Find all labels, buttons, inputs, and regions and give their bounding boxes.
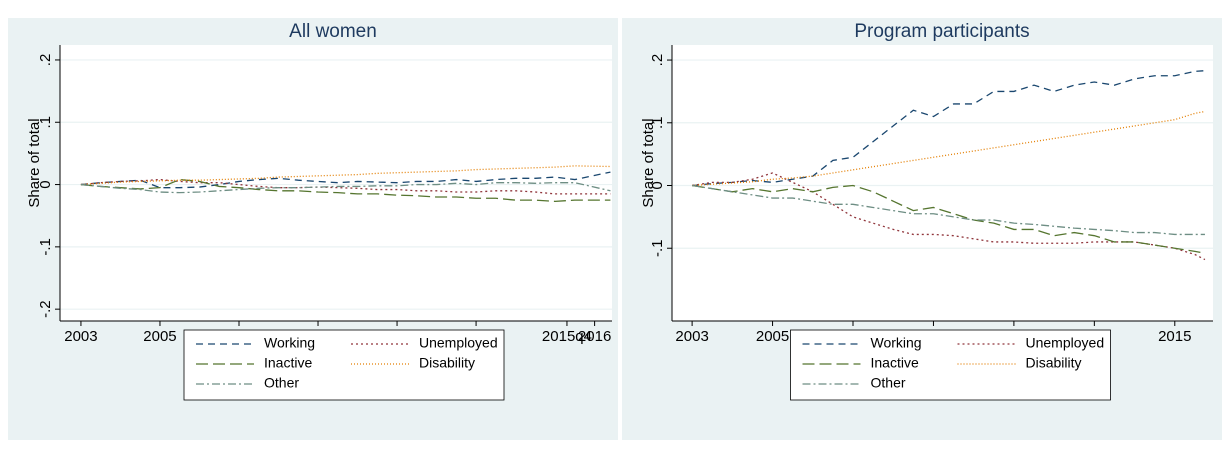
panel-title: Program participants [854,21,1029,42]
y-tick-label: .1 [37,116,54,129]
y-tick-label: .1 [649,117,666,130]
legend-label: Disability [419,355,475,371]
y-tick-label: 0 [37,180,54,188]
y-tick-label: 0 [649,181,666,189]
x-tick-label: 2005 [756,328,789,345]
y-tick-label: -.1 [37,238,54,256]
series-line [80,171,611,189]
legend-label: Disability [1026,355,1082,371]
legend-label: Inactive [264,355,312,371]
legend-label: Unemployed [419,335,498,351]
plot-area [672,45,1213,321]
panel: All women Share of total -.2 -.1 0 .1 .2 2003 20… [8,18,618,440]
y-tick-label: .2 [649,54,666,67]
series-line [692,70,1206,187]
series-line [692,184,1205,236]
series-line [80,178,611,203]
series-line [80,182,611,194]
series-line [692,184,1206,254]
legend-label: Working [871,335,922,351]
series-line [692,110,1206,187]
legend-label: Other [264,375,299,391]
x-tick-label: 2016 [578,328,611,345]
y-tick-label: -.2 [37,300,54,318]
x-tick-label: 2015q4 [542,328,592,345]
legend-label: Working [264,335,315,351]
legend-label: Other [871,375,906,391]
x-tick-label: 2005 [143,328,176,345]
y-tick-label: .2 [37,54,54,67]
legend-box [183,329,505,401]
legend-label: Inactive [871,355,919,371]
legend-label: Unemployed [1026,335,1105,351]
x-tick-label: 2003 [64,328,97,345]
panel-title: All women [289,21,377,42]
x-tick-label: 2015 [1158,328,1191,345]
y-axis-title: Share of total [640,118,657,207]
x-tick-label: 2003 [675,328,708,345]
panel: Program participants Share of total -.1 0 .1… [622,18,1222,440]
y-tick-label: -.1 [649,239,666,257]
y-axis-title: Share of total [26,118,43,207]
legend-box [790,329,1111,401]
series-line [80,178,611,195]
